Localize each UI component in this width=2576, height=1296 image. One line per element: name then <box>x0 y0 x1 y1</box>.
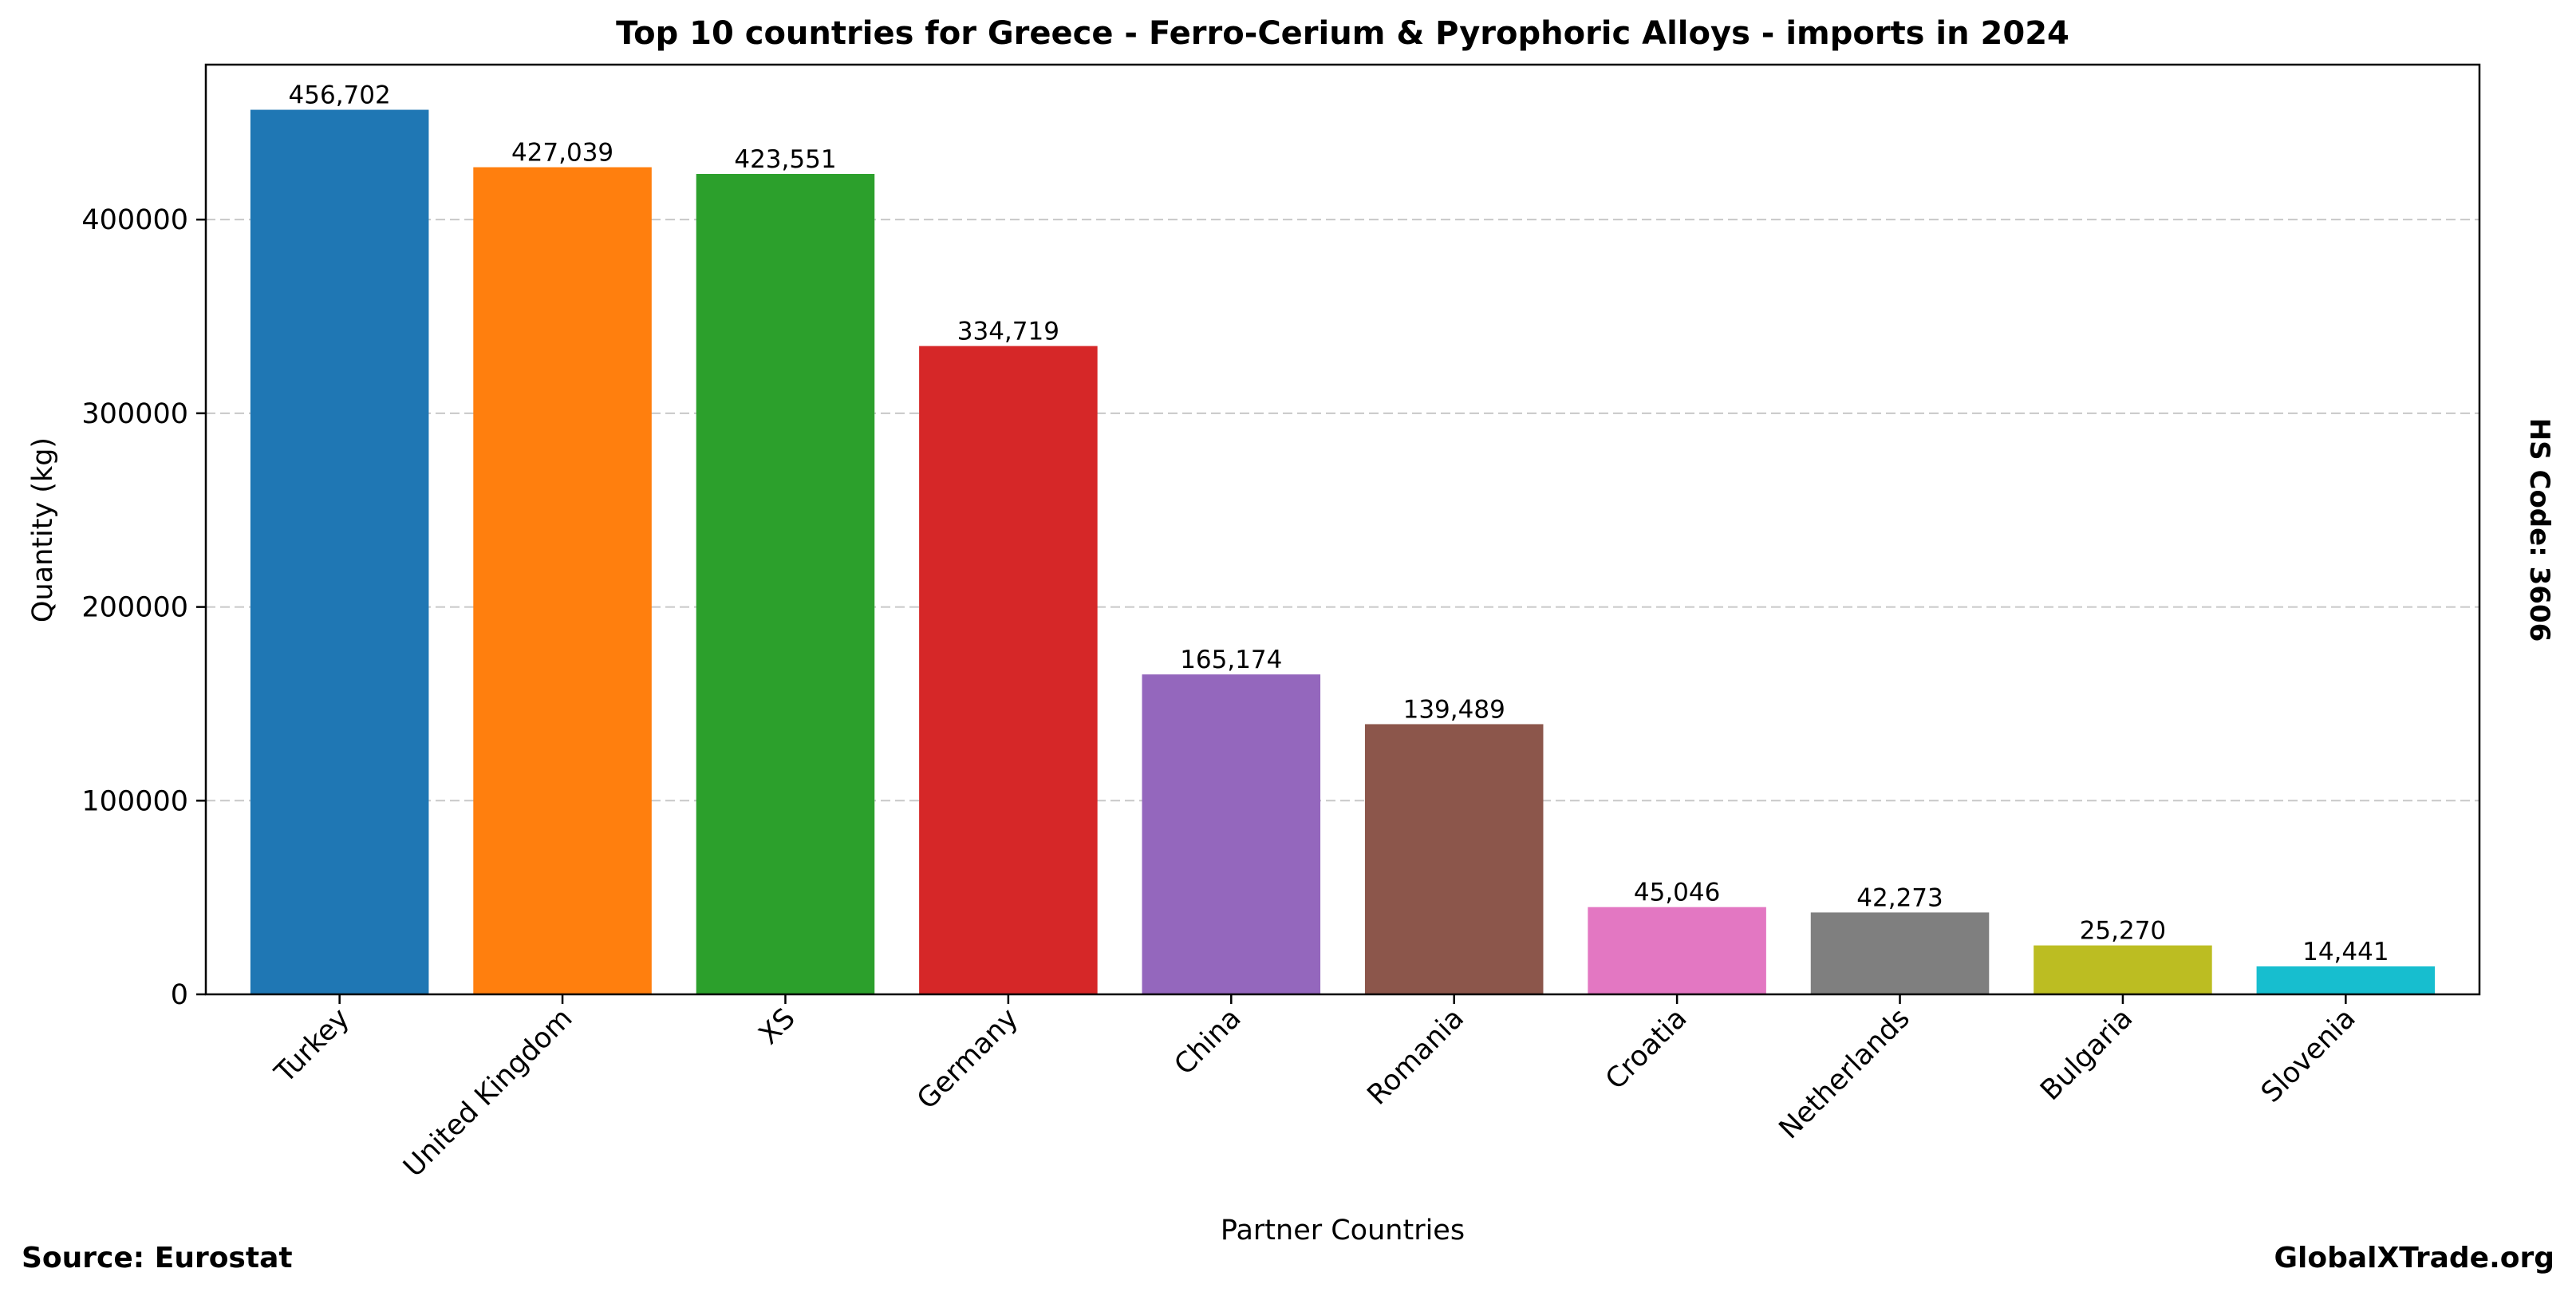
bar-bulgaria <box>2034 945 2212 994</box>
x-axis-label: Partner Countries <box>1221 1215 1465 1247</box>
x-tick-label: China <box>1169 1002 1248 1081</box>
bar-turkey <box>250 109 429 995</box>
x-axis-ticks: Turkey United Kingdom XS Germany China Romani… <box>268 994 2362 1183</box>
bar-united-kingdom <box>473 167 652 994</box>
bar-netherlands <box>1810 912 1990 994</box>
bar-xs <box>696 174 875 994</box>
bar-germany <box>919 346 1098 994</box>
data-label: 427,039 <box>511 139 613 168</box>
y-tick-label: 0 <box>171 979 188 1011</box>
site-label: GlobalXTrade.org <box>2274 1242 2554 1274</box>
data-label: 25,270 <box>2080 917 2166 946</box>
source-label: Source: Eurostat <box>22 1242 293 1274</box>
bar-romania <box>1364 724 1544 994</box>
bar-china <box>1142 674 1321 994</box>
chart-title: Top 10 countries for Greece - Ferro-Ceri… <box>616 15 2069 52</box>
bar-croatia <box>1588 907 1766 994</box>
x-tick-label: United Kingdom <box>397 1002 578 1183</box>
x-tick-label: Netherlands <box>1773 1002 1916 1145</box>
x-tick-label: Bulgaria <box>2034 1002 2139 1107</box>
x-tick-label: XS <box>753 1002 802 1051</box>
plot-frame <box>204 63 2481 996</box>
x-tick-label: Romania <box>1362 1002 1471 1112</box>
y-tick-label: 100000 <box>81 785 188 817</box>
data-label: 14,441 <box>2302 938 2389 966</box>
data-label: 423,551 <box>734 145 836 174</box>
hs-code-label: HS Code: 3606 <box>2523 418 2555 642</box>
data-label: 456,702 <box>289 81 391 110</box>
data-label: 45,046 <box>1634 879 1720 907</box>
x-tick-label: Turkey <box>268 1002 356 1090</box>
y-tick-label: 400000 <box>81 204 188 236</box>
data-labels: 456,702 427,039 423,551 334,719 165,174 139,4… <box>289 81 2389 966</box>
data-label: 334,719 <box>957 318 1059 346</box>
x-tick-label: Germany <box>911 1002 1024 1116</box>
y-axis-label: Quantity (kg) <box>27 437 59 622</box>
y-axis-ticks: 0 100000 200000 300000 400000 <box>81 204 206 1011</box>
bar-slovenia <box>2256 966 2436 994</box>
data-label: 42,273 <box>1856 883 1943 912</box>
x-tick-label: Slovenia <box>2255 1002 2362 1109</box>
y-tick-label: 300000 <box>81 398 188 430</box>
data-label: 165,174 <box>1180 646 1282 674</box>
data-label: 139,489 <box>1403 695 1505 724</box>
y-tick-label: 200000 <box>81 592 188 624</box>
bars <box>250 109 2436 995</box>
x-tick-label: Croatia <box>1600 1002 1693 1096</box>
